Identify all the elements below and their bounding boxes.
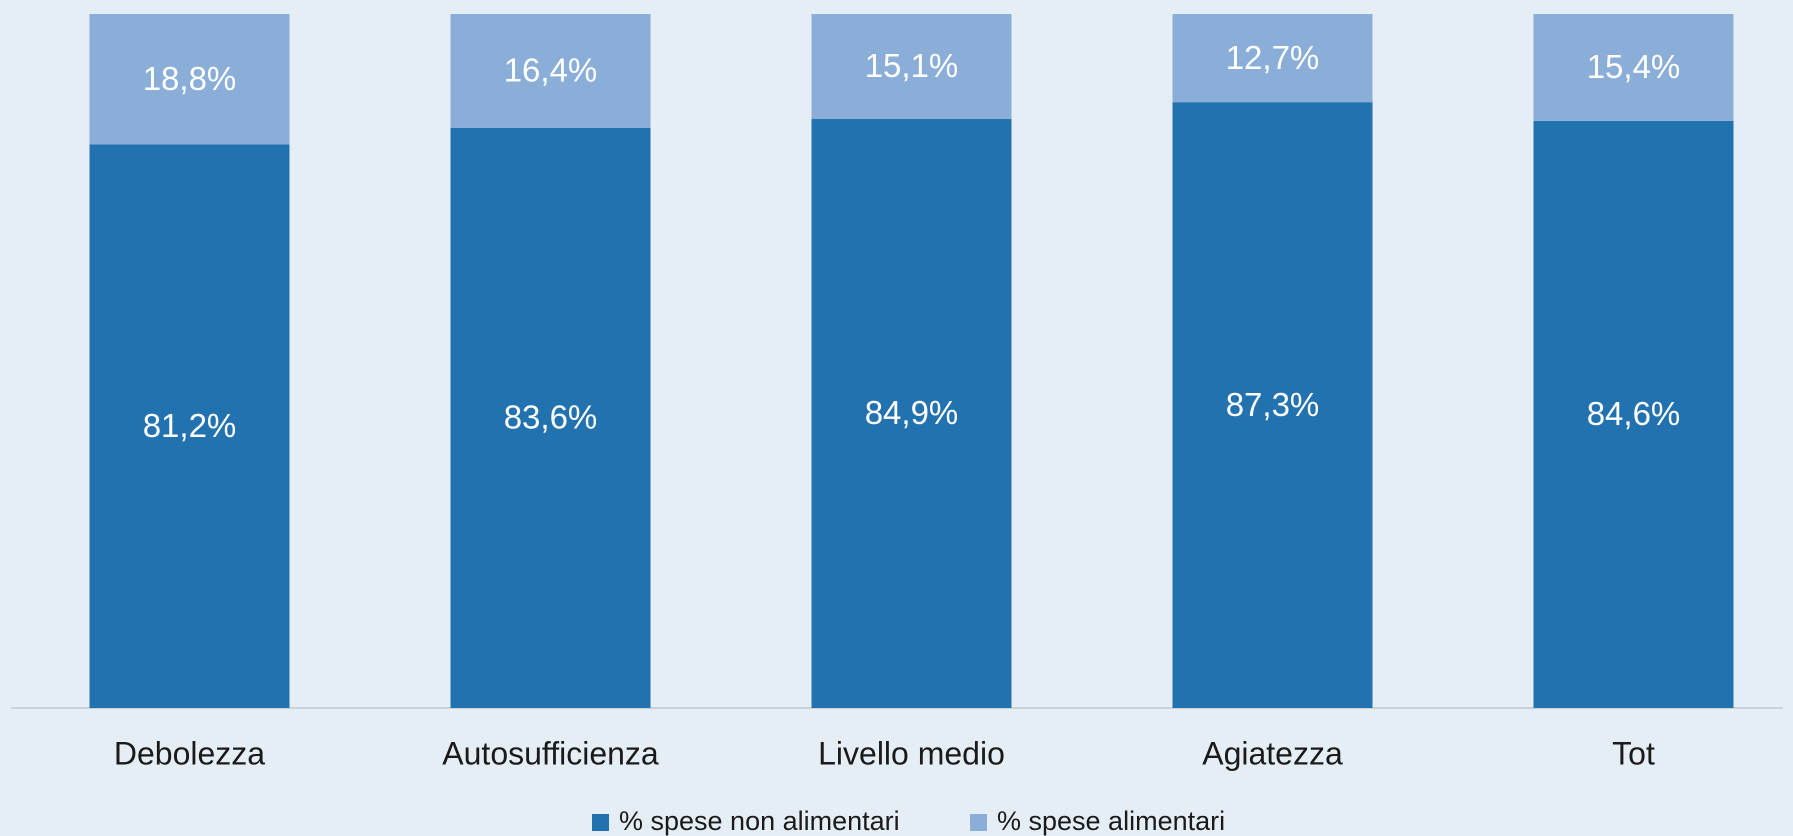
bar-segment	[811, 118, 1012, 708]
legend-label: % spese non alimentari	[619, 806, 900, 836]
bar-segment	[450, 127, 651, 709]
bar-segment	[1533, 120, 1734, 709]
data-label: 87,3%	[1226, 386, 1320, 423]
bar-segment	[89, 14, 290, 145]
data-label: 16,4%	[504, 52, 598, 89]
data-label: 83,6%	[504, 399, 598, 436]
legend-swatch	[592, 814, 609, 831]
x-tick-label: Livello medio	[818, 735, 1005, 771]
data-label: 15,4%	[1587, 48, 1681, 85]
bar-segment	[89, 144, 290, 709]
data-label: 84,6%	[1587, 395, 1681, 432]
data-label: 84,9%	[865, 394, 959, 431]
x-tick-label: Autosufficienza	[442, 735, 659, 771]
legend-label: % spese alimentari	[997, 806, 1225, 836]
x-tick-label: Debolezza	[114, 735, 265, 771]
bar-segment	[1172, 102, 1373, 708]
x-tick-label: Tot	[1612, 735, 1655, 771]
data-label: 18,8%	[143, 60, 237, 97]
bar-segment	[1172, 14, 1373, 103]
data-label: 15,1%	[865, 47, 959, 84]
legend-swatch	[970, 814, 987, 831]
bar-segment	[811, 14, 1012, 119]
data-label: 81,2%	[143, 407, 237, 444]
bar-segment	[450, 14, 651, 128]
data-label: 12,7%	[1226, 39, 1320, 76]
bar-segment	[1533, 14, 1734, 121]
x-tick-label: Agiatezza	[1202, 735, 1343, 771]
